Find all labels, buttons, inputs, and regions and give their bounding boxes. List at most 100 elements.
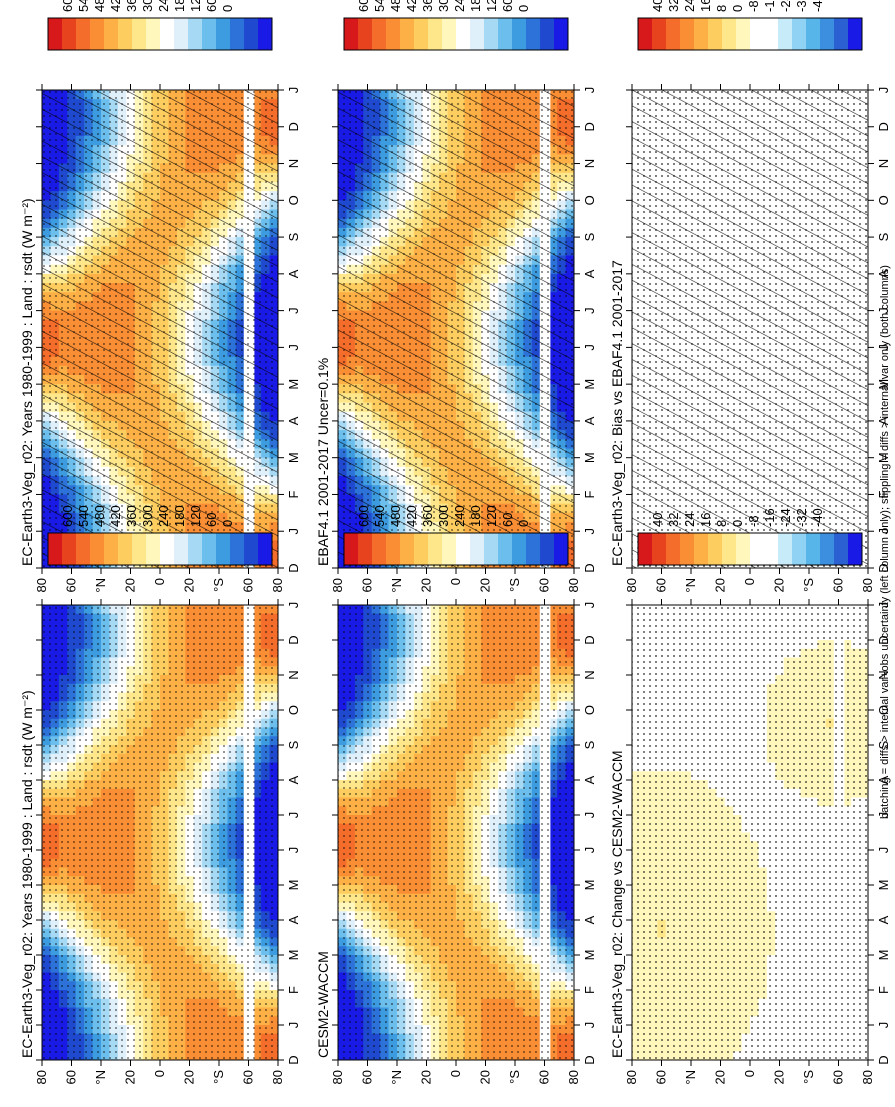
lat-label: 80 [566, 578, 581, 592]
lat-label: 60 [537, 578, 552, 592]
lat-label: 20 [419, 578, 434, 592]
colorbar-swatch [258, 18, 272, 50]
month-label: A [582, 416, 597, 425]
colorbar-label: 600 [60, 0, 75, 12]
colorbar-swatch [230, 18, 244, 50]
colorbar-swatch [806, 18, 820, 50]
colorbar-label: 32 [666, 0, 681, 12]
lat-label: 20 [478, 578, 493, 592]
colorbar-swatch [428, 18, 442, 50]
month-label: A [286, 416, 301, 425]
colorbar-swatch [680, 18, 694, 50]
colorbar-label: 240 [452, 0, 467, 12]
month-label: J [582, 87, 597, 94]
lat-label: 80 [860, 578, 875, 592]
colorbar-label: 360 [420, 0, 435, 12]
colorbar-label: 300 [140, 0, 155, 12]
colorbar-label: 240 [156, 0, 171, 12]
colorbar-swatch [104, 18, 118, 50]
month-label: J [286, 307, 301, 314]
month-label: O [876, 195, 891, 205]
lat-label: 20 [123, 578, 138, 592]
colorbar-swatch [414, 18, 428, 50]
colorbar-swatch [118, 18, 132, 50]
lat-label: 60 [360, 578, 375, 592]
colorbar-label: 420 [404, 0, 419, 12]
panel-title: EC-Earth3-Veg_r02: Bias vs EBAF4.1 2001-… [609, 260, 625, 566]
month-label: S [582, 232, 597, 241]
month-label: J [582, 344, 597, 351]
lat-label: 0 [448, 578, 463, 585]
month-label: S [286, 232, 301, 241]
month-label: J [582, 307, 597, 314]
colorbar-swatch [202, 18, 216, 50]
colorbar-swatch [722, 18, 736, 50]
month-label: J [286, 87, 301, 94]
month-label: J [582, 528, 597, 535]
colorbar-swatch [820, 18, 834, 50]
colorbar-swatch [526, 18, 540, 50]
colorbar-label: 540 [372, 0, 387, 12]
lat-label: °S [211, 578, 226, 592]
month-label: F [582, 490, 597, 498]
colorbar-swatch [48, 18, 62, 50]
colorbar-swatch [132, 18, 146, 50]
month-label: N [876, 159, 891, 168]
month-label: J [286, 344, 301, 351]
lat-label: °N [683, 578, 698, 593]
colorbar-label: 300 [436, 0, 451, 12]
colorbar-swatch [244, 18, 258, 50]
colorbar-label: 40 [650, 0, 665, 12]
month-label: D [286, 122, 301, 131]
hatch-overlay [632, 90, 868, 568]
colorbar-label: 420 [108, 0, 123, 12]
colorbar-label: 0 [516, 5, 531, 12]
lat-label: °S [507, 578, 522, 592]
colorbar-label: 60 [500, 0, 515, 12]
month-label: S [876, 232, 891, 241]
colorbar-label: 60 [204, 0, 219, 12]
colorbar-swatch [778, 18, 792, 50]
month-label: F [286, 490, 301, 498]
colorbar-swatch [764, 18, 778, 50]
lat-label: 60 [64, 578, 79, 592]
panel-title: EBAF4.1 2001-2017 Uncer=0.1% [315, 358, 331, 566]
colorbar-swatch [554, 18, 568, 50]
lat-label: °S [801, 578, 816, 592]
colorbar-swatch [456, 18, 470, 50]
colorbar-swatch [90, 18, 104, 50]
hatch-overlay [42, 90, 278, 568]
colorbar-swatch [512, 18, 526, 50]
colorbar-label: 120 [188, 0, 203, 12]
colorbar-swatch [62, 18, 76, 50]
colorbar-swatch [400, 18, 414, 50]
colorbar-swatch [736, 18, 750, 50]
month-label: A [286, 269, 301, 278]
colorbar-swatch [372, 18, 386, 50]
month-label: N [582, 159, 597, 168]
month-label: O [582, 195, 597, 205]
month-label: M [286, 379, 301, 390]
colorbar-label: 540 [76, 0, 91, 12]
colorbar-label: 180 [172, 0, 187, 12]
month-label: J [286, 528, 301, 535]
lat-label: 20 [182, 578, 197, 592]
colorbar-label: 120 [484, 0, 499, 12]
lat-label: 80 [270, 578, 285, 592]
month-label: D [582, 563, 597, 572]
colorbar-label: -32 [794, 0, 809, 12]
month-label: M [582, 379, 597, 390]
lat-label: 60 [241, 578, 256, 592]
colorbar-swatch [358, 18, 372, 50]
colorbar-label: 24 [682, 0, 697, 12]
lat-label: 60 [831, 578, 846, 592]
month-label: D [876, 122, 891, 131]
colorbar-swatch [792, 18, 806, 50]
colorbar-swatch [216, 18, 230, 50]
month-label: D [286, 563, 301, 572]
colorbar-label: -16 [762, 0, 777, 12]
